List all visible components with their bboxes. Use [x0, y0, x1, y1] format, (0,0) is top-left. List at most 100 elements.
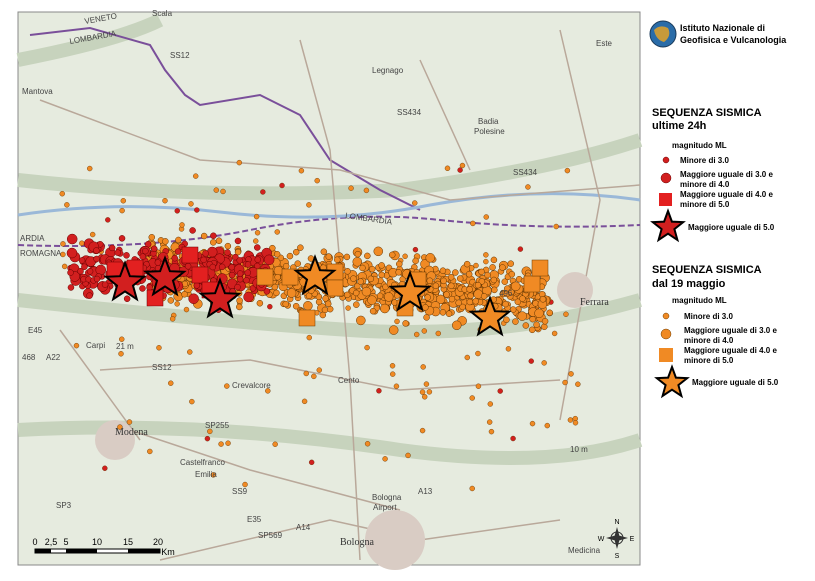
- epicenter: [480, 293, 488, 300]
- epicenter: [512, 318, 519, 325]
- epicenter: [334, 256, 341, 264]
- epicenter: [169, 316, 176, 322]
- epicenter: [345, 305, 351, 311]
- epicenter: [541, 360, 547, 366]
- scale-unit: Km: [161, 547, 175, 557]
- epicenter: [486, 419, 493, 425]
- epicenter: [311, 373, 317, 380]
- epicenter: [274, 273, 281, 281]
- epicenter: [412, 257, 419, 265]
- epicenter: [470, 220, 476, 227]
- epicenter: [119, 207, 125, 214]
- epicenter: [388, 325, 399, 335]
- epicenter: [209, 239, 217, 246]
- epicenter: [326, 305, 334, 313]
- epicenter: [344, 268, 351, 275]
- institute-name: Geofisica e Vulcanologia: [680, 35, 787, 45]
- epicenter: [232, 253, 239, 261]
- epicenter: [483, 252, 489, 258]
- map-label: SP3: [56, 501, 72, 510]
- epicenter: [534, 308, 544, 319]
- epicenter: [541, 323, 548, 331]
- epicenter: [402, 253, 408, 260]
- epicenter: [156, 345, 162, 351]
- scale-label: 20: [153, 537, 163, 547]
- scale-label: 10: [92, 537, 102, 547]
- epicenter: [367, 275, 375, 283]
- epicenter: [529, 315, 536, 323]
- legend-subtitle: magnitudo ML: [672, 296, 727, 305]
- epicenter: [139, 285, 146, 292]
- epicenter: [60, 251, 66, 258]
- map-label: A22: [46, 353, 61, 362]
- epicenter: [179, 222, 185, 228]
- epicenter: [298, 168, 305, 174]
- map-label: E45: [28, 326, 43, 335]
- legend-marker: [662, 156, 670, 164]
- map-label: A13: [418, 487, 433, 496]
- epicenter: [89, 231, 96, 238]
- epicenter: [77, 267, 84, 275]
- legend-item: minore di 5.0: [680, 200, 730, 209]
- epicenter: [393, 383, 400, 389]
- epicenter: [200, 232, 208, 240]
- epicenter: [499, 264, 506, 271]
- epicenter: [320, 248, 328, 255]
- epicenter: [209, 263, 216, 271]
- epicenter: [224, 383, 230, 389]
- epicenter: [204, 435, 211, 442]
- epicenter: [564, 167, 571, 174]
- epicenter: [348, 185, 354, 191]
- epicenter: [388, 270, 432, 312]
- epicenter: [363, 187, 370, 194]
- epicenter: [364, 252, 371, 260]
- legend-item: Maggiore uguale di 4.0 e: [684, 346, 777, 355]
- epicenter: [189, 227, 196, 234]
- epicenter: [117, 424, 123, 430]
- epicenter: [236, 257, 243, 264]
- epicenter: [553, 223, 559, 230]
- epicenter: [539, 296, 547, 303]
- epicenter: [532, 300, 539, 307]
- epicenter: [282, 300, 289, 308]
- epicenter: [367, 295, 377, 305]
- epicenter: [174, 248, 182, 255]
- compass-label: N: [614, 519, 619, 526]
- scale-segment: [35, 549, 51, 553]
- epicenter: [467, 292, 474, 300]
- epicenter: [343, 253, 351, 261]
- epicenters: [59, 159, 581, 492]
- epicenter: [459, 162, 466, 169]
- epicenter: [123, 295, 131, 302]
- epicenter: [529, 326, 536, 334]
- epicenter: [529, 420, 536, 427]
- institute-name: Istituto Nazionale di: [680, 23, 765, 33]
- epicenter: [356, 315, 366, 326]
- epicenter: [228, 263, 235, 271]
- map-label: Modena: [115, 427, 148, 438]
- epicenter: [236, 270, 244, 277]
- map-label: 21 m: [116, 342, 134, 351]
- epicenter: [105, 217, 111, 223]
- epicenter: [236, 297, 243, 304]
- epicenter: [123, 252, 130, 259]
- epicenter: [391, 299, 398, 306]
- epicenter: [326, 279, 344, 297]
- map-label: ARDIA: [20, 234, 45, 243]
- epicenter: [271, 283, 279, 291]
- epicenter: [286, 252, 294, 260]
- epicenter: [243, 277, 250, 284]
- map-label: 468: [22, 353, 36, 362]
- epicenter: [254, 244, 261, 251]
- epicenter: [519, 295, 526, 302]
- epicenter: [119, 336, 125, 342]
- epicenter: [316, 367, 322, 373]
- epicenter: [319, 311, 327, 319]
- epicenter: [452, 320, 462, 331]
- epicenter: [423, 381, 430, 387]
- epicenter: [354, 250, 362, 258]
- epicenter: [66, 247, 78, 259]
- scale-segment: [66, 549, 97, 553]
- map-label: Medicina: [568, 546, 601, 555]
- legend-item: Maggiore uguale di 5.0: [692, 378, 779, 387]
